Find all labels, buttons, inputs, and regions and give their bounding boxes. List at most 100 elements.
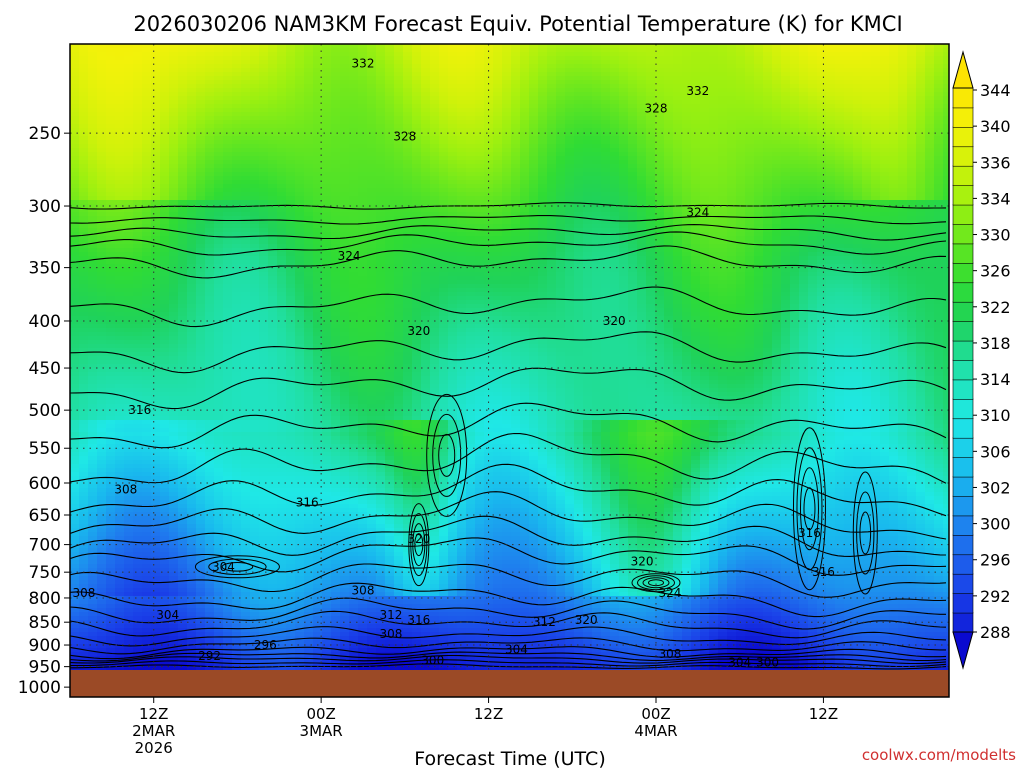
field-cell: [70, 184, 80, 189]
field-cell: [799, 128, 809, 133]
field-cell: [799, 104, 809, 109]
field-cell: [880, 100, 890, 105]
field-cell: [430, 88, 440, 93]
field-cell: [70, 96, 80, 101]
field-cell: [511, 160, 521, 165]
field-cell: [583, 184, 593, 189]
field-cell: [151, 160, 161, 165]
field-cell: [106, 124, 116, 129]
field-cell: [574, 156, 584, 161]
field-cell: [871, 116, 881, 121]
field-cell: [637, 176, 647, 181]
field-cell: [97, 192, 107, 197]
field-cell: [934, 52, 944, 57]
field-cell: [907, 168, 917, 173]
field-cell: [520, 164, 530, 169]
field-cell: [70, 100, 80, 105]
field-cell: [106, 52, 116, 57]
field-cell: [214, 168, 224, 173]
field-cell: [637, 132, 647, 137]
field-cell: [196, 148, 206, 153]
field-cell: [718, 152, 728, 157]
field-cell: [835, 224, 845, 229]
field-cell: [826, 192, 836, 197]
field-cell: [277, 228, 287, 233]
field-cell: [439, 188, 449, 193]
field-cell: [520, 68, 530, 73]
field-cell: [187, 140, 197, 145]
field-cell: [601, 212, 611, 217]
field-cell: [646, 140, 656, 145]
field-cell: [880, 84, 890, 89]
field-cell: [682, 176, 692, 181]
field-cell: [601, 180, 611, 185]
field-cell: [529, 188, 539, 193]
field-cell: [745, 156, 755, 161]
field-cell: [763, 100, 773, 105]
field-cell: [592, 168, 602, 173]
field-cell: [205, 168, 215, 173]
field-cell: [493, 60, 503, 65]
field-cell: [268, 224, 278, 229]
field-cell: [412, 164, 422, 169]
field-cell: [403, 176, 413, 181]
field-cell: [88, 84, 98, 89]
field-cell: [97, 92, 107, 97]
field-cell: [646, 64, 656, 69]
field-cell: [799, 52, 809, 57]
field-cell: [646, 68, 656, 73]
field-cell: [943, 136, 953, 141]
field-cell: [385, 188, 395, 193]
field-cell: [511, 120, 521, 125]
field-cell: [934, 104, 944, 109]
field-cell: [754, 124, 764, 129]
field-cell: [196, 144, 206, 149]
field-cell: [385, 64, 395, 69]
field-cell: [250, 128, 260, 133]
field-cell: [556, 92, 566, 97]
field-cell: [808, 96, 818, 101]
field-cell: [682, 68, 692, 73]
field-cell: [889, 156, 899, 161]
field-cell: [367, 144, 377, 149]
field-cell: [367, 88, 377, 93]
field-cell: [295, 104, 305, 109]
field-cell: [358, 168, 368, 173]
field-cell: [637, 188, 647, 193]
field-cell: [403, 112, 413, 117]
field-cell: [97, 212, 107, 217]
field-cell: [403, 168, 413, 173]
field-cell: [556, 164, 566, 169]
field-cell: [547, 156, 557, 161]
field-cell: [745, 116, 755, 121]
field-cell: [115, 244, 125, 249]
field-cell: [925, 48, 935, 53]
field-cell: [709, 184, 719, 189]
field-cell: [493, 212, 503, 217]
field-cell: [529, 48, 539, 53]
field-cell: [529, 136, 539, 141]
field-cell: [853, 192, 863, 197]
field-cell: [853, 108, 863, 113]
field-cell: [646, 92, 656, 97]
field-cell: [601, 196, 611, 201]
field-cell: [232, 244, 242, 249]
field-cell: [475, 192, 485, 197]
field-cell: [619, 180, 629, 185]
field-cell: [529, 112, 539, 117]
field-cell: [718, 232, 728, 237]
field-cell: [601, 112, 611, 117]
field-cell: [133, 164, 143, 169]
field-cell: [880, 76, 890, 81]
field-cell: [484, 196, 494, 201]
field-cell: [637, 52, 647, 57]
field-cell: [727, 100, 737, 105]
field-cell: [169, 84, 179, 89]
field-cell: [880, 112, 890, 117]
field-cell: [367, 80, 377, 85]
field-cell: [115, 84, 125, 89]
field-cell: [673, 212, 683, 217]
field-cell: [835, 76, 845, 81]
field-cell: [538, 120, 548, 125]
field-cell: [853, 96, 863, 101]
